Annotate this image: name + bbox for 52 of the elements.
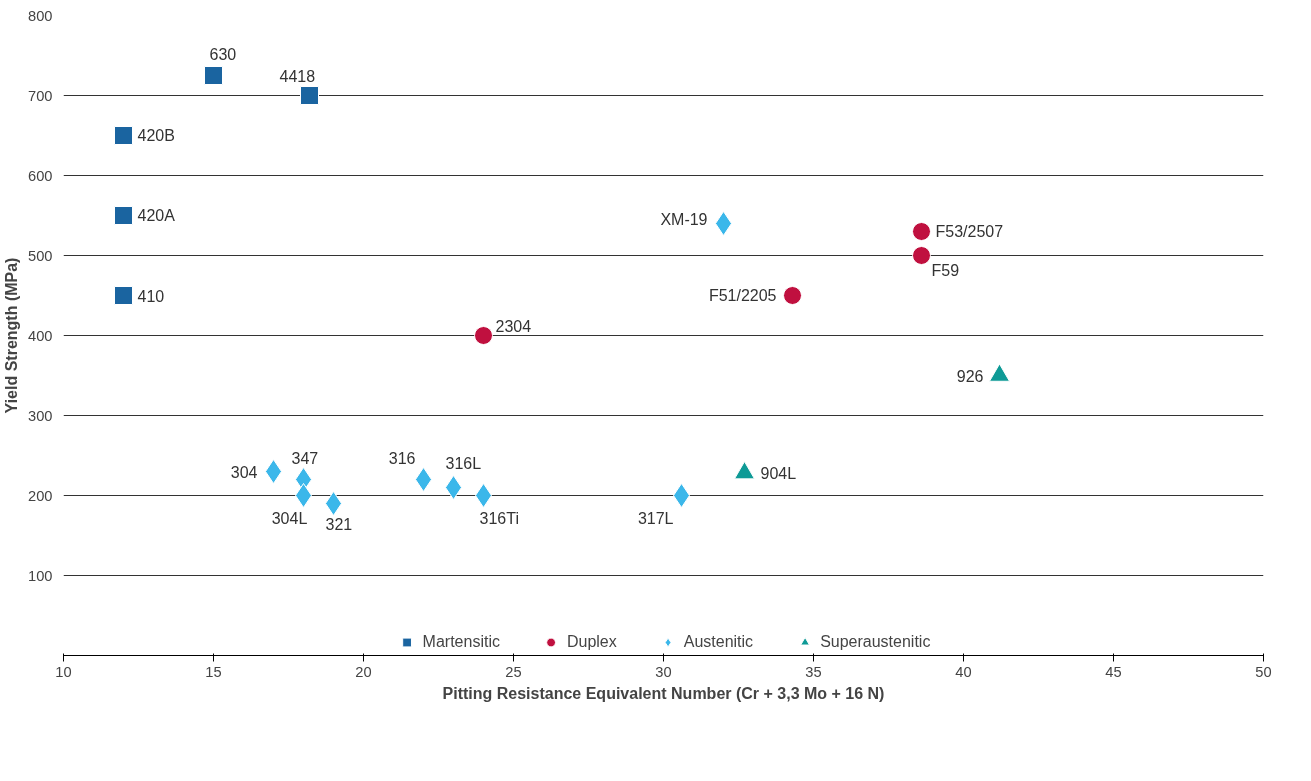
x-tick-label: 45 — [1105, 663, 1122, 680]
y-tick-label: 400 — [28, 327, 53, 344]
x-tick-label: 15 — [205, 663, 222, 680]
point — [912, 246, 931, 265]
annotation: 316L — [445, 454, 482, 472]
y-tick-label: 200 — [28, 487, 53, 504]
annotation: F59 — [931, 261, 960, 279]
point — [114, 206, 133, 225]
legend-label: Duplex — [566, 633, 617, 651]
legend-label: Austenitic — [683, 633, 754, 651]
y-tick-label: 800 — [28, 7, 53, 24]
annotation: 2304 — [495, 317, 532, 335]
annotation: F51/2205 — [708, 287, 777, 304]
annotation: 317L — [637, 509, 674, 527]
annotation: 904L — [760, 464, 797, 482]
legend-label: Martensitic — [422, 633, 500, 651]
annotation: XM-19 — [660, 211, 708, 228]
annotation: 926 — [956, 367, 984, 385]
annotation: 420A — [137, 207, 176, 224]
x-tick-label: 40 — [955, 663, 972, 680]
x-tick-label: 30 — [655, 663, 672, 680]
annotation: 347 — [291, 449, 319, 467]
x-tick-label: 20 — [355, 663, 372, 680]
annotation: 316Ti — [479, 509, 519, 527]
point — [912, 222, 931, 241]
y-axis-title: Yield Strength (MPa) — [3, 257, 21, 414]
point — [114, 286, 133, 305]
x-axis-title: Pitting Resistance Equivalent Number (Cr + 3,3 Mo + 16 N) — [442, 684, 885, 702]
point — [474, 326, 493, 345]
point — [300, 86, 319, 105]
y-tick-label: 500 — [28, 247, 53, 264]
annotation: 630 — [209, 45, 237, 63]
point — [114, 126, 133, 145]
legend-label: Superaustenitic — [820, 633, 931, 651]
x-tick-label: 10 — [55, 663, 72, 680]
annotation: 316 — [388, 449, 416, 467]
x-tick-label: 50 — [1255, 663, 1272, 680]
point — [204, 66, 223, 85]
x-tick-label: 25 — [505, 663, 522, 680]
point — [783, 286, 802, 305]
y-tick-label: 600 — [28, 167, 53, 184]
annotation: 321 — [325, 515, 353, 533]
annotation: 304L — [271, 509, 308, 527]
y-tick-label: 700 — [28, 87, 53, 104]
annotation: 304 — [230, 463, 258, 481]
annotation: F53/2507 — [935, 223, 1004, 240]
annotation: 410 — [137, 287, 165, 305]
y-tick-label: 300 — [28, 407, 53, 424]
y-tick-label: 100 — [28, 567, 53, 584]
annotation: 4418 — [279, 67, 316, 85]
annotation: 420B — [137, 127, 175, 144]
x-tick-label: 35 — [805, 663, 822, 680]
